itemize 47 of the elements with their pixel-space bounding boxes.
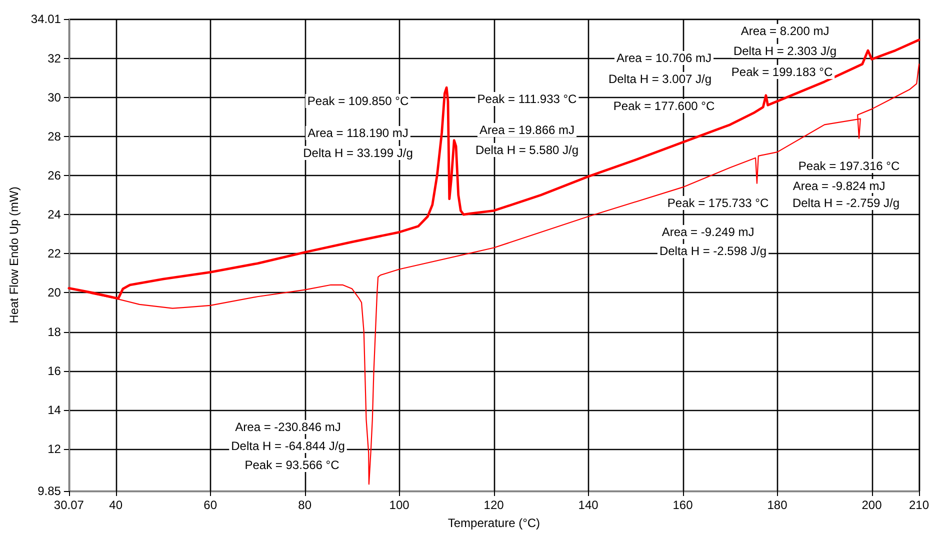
x-tick-label: 100 [389,498,410,512]
annotation: Delta H = 2.303 J/g [733,44,837,58]
annotation: Delta H = -2.759 J/g [792,196,900,210]
y-tick-label: 14 [48,402,62,417]
x-tick-label: 180 [767,498,788,512]
annotation: Area = -9.824 mJ [792,179,886,193]
annotation: Peak = 199.183 °C [731,65,833,79]
y-tick-label: 20 [48,286,62,300]
annotation: Peak = 177.600 °C [613,99,715,113]
annotation: Peak = 93.566 °C [244,458,340,472]
y-tick-label: 24 [48,208,62,222]
y-tick-label: 30 [48,90,62,104]
y-tick-label: 32 [48,51,62,66]
x-tick-label: 160 [672,498,694,512]
x-tick-label: 40 [109,498,123,512]
x-tick-label: 60 [204,498,218,512]
x-tick-label: 200 [862,498,882,512]
annotation: Delta H = 5.580 J/g [475,143,579,157]
annotation: Delta H = 3.007 J/g [608,72,712,86]
annotation: Delta H = -64.844 J/g [231,439,345,453]
annotation: Delta H = -2.598 J/g [659,244,767,258]
annotation: Area = 118.190 mJ [308,126,408,140]
x-tick-label: 140 [578,498,599,512]
annotation: Area = -230.846 mJ [235,420,341,434]
annotation: Peak = 109.850 °C [307,94,409,108]
y-axis-title: Heat Flow Endo Up (mW) [7,186,21,324]
y-tick-label: 26 [48,168,62,182]
annotation: Peak = 111.933 °C [477,92,578,106]
x-axis-title: Temperature (°C) [448,516,540,530]
x-tick-label: 80 [298,498,312,512]
x-tick-label: 120 [484,498,504,512]
y-tick-label: 28 [48,129,62,144]
annotation: Area = -9.249 mJ [662,225,754,239]
x-tick-label: 30.07 [54,498,84,512]
x-tick-label: 210 [908,498,930,512]
y-tick-label: 34.01 [30,12,62,26]
y-tick-label: 22 [48,246,62,261]
y-tick-label: 16 [48,364,62,378]
y-tick-label: 12 [48,442,62,456]
y-tick-label: 18 [48,324,62,339]
annotation: Peak = 175.733 °C [667,196,769,210]
annotation: Area = 19.866 mJ [479,123,575,137]
annotation: Delta H = 33.199 J/g [303,146,413,160]
annotation: Peak = 197.316 °C [798,159,900,173]
y-tick-label: 9.85 [38,484,62,498]
annotation: Area = 10.706 mJ [616,51,712,65]
annotation: Area = 8.200 mJ [740,24,830,38]
